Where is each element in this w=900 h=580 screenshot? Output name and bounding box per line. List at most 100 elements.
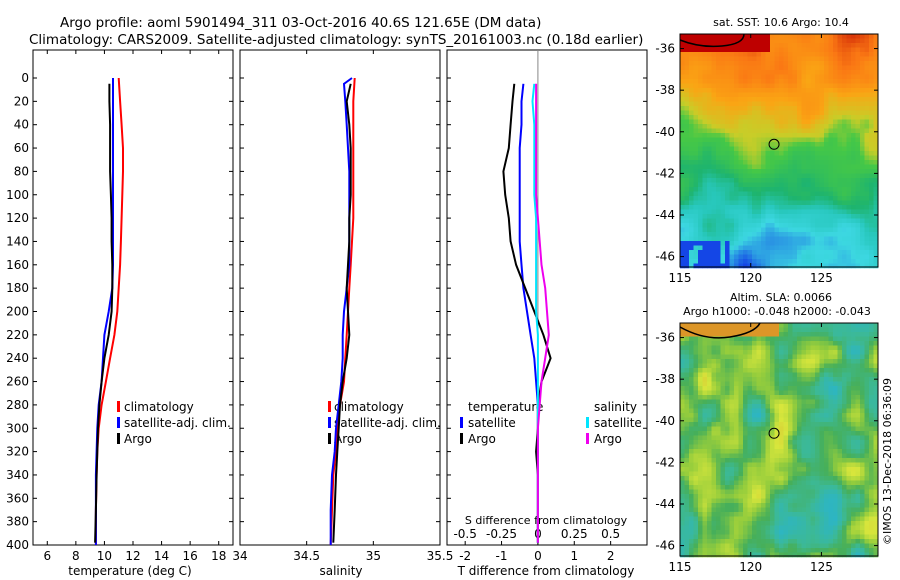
map-cell bbox=[689, 548, 694, 553]
map-cell bbox=[801, 390, 807, 396]
map-cell bbox=[788, 512, 793, 517]
map-cell bbox=[684, 350, 690, 355]
map-cell bbox=[734, 119, 739, 125]
map-cell bbox=[846, 413, 852, 418]
map-cell bbox=[756, 435, 762, 441]
map-cell bbox=[707, 494, 712, 499]
map-cell bbox=[873, 178, 879, 183]
map-cell bbox=[864, 101, 870, 107]
map-cell bbox=[711, 426, 717, 432]
lat-tick-label: -40 bbox=[655, 414, 675, 428]
map-cell bbox=[846, 498, 852, 504]
map-cell bbox=[864, 133, 870, 138]
map-cell bbox=[725, 494, 730, 499]
map-cell bbox=[797, 381, 802, 387]
map-cell bbox=[860, 323, 865, 328]
map-cell bbox=[774, 173, 780, 179]
map-cell bbox=[752, 97, 757, 102]
map-cell bbox=[797, 65, 802, 71]
map-cell bbox=[707, 543, 712, 549]
map-cell bbox=[824, 191, 829, 197]
map-cell bbox=[819, 426, 825, 432]
map-cell bbox=[810, 47, 816, 53]
map-cell bbox=[693, 476, 699, 481]
map-cell bbox=[833, 395, 838, 400]
map-cell bbox=[806, 38, 811, 44]
map-cell bbox=[797, 187, 802, 192]
map-cell bbox=[833, 336, 838, 342]
map-cell bbox=[851, 516, 856, 522]
map-cell bbox=[842, 155, 847, 161]
map-cell bbox=[725, 164, 730, 170]
map-cell bbox=[720, 92, 726, 98]
map-cell bbox=[684, 124, 690, 129]
map-cell bbox=[707, 70, 712, 75]
map-cell bbox=[869, 200, 874, 206]
map-cell bbox=[765, 332, 771, 337]
map-cell bbox=[828, 187, 834, 192]
legend-swatch-climatology bbox=[117, 401, 120, 412]
map-cell bbox=[783, 359, 789, 364]
map-cell bbox=[806, 241, 811, 246]
map-cell bbox=[792, 341, 798, 346]
map-cell bbox=[792, 435, 798, 441]
map-cell bbox=[846, 218, 852, 224]
map-cell bbox=[689, 512, 694, 517]
map-cell bbox=[819, 250, 825, 255]
map-cell bbox=[869, 47, 874, 53]
coastline bbox=[679, 322, 761, 339]
map-cell bbox=[684, 88, 690, 93]
map-cell bbox=[765, 245, 771, 251]
map-cell bbox=[698, 350, 703, 355]
map-cell bbox=[828, 512, 834, 517]
map-cell bbox=[810, 52, 816, 57]
map-cell bbox=[806, 164, 811, 170]
map-cell bbox=[765, 214, 771, 219]
map-cell bbox=[743, 422, 748, 427]
map-cell bbox=[819, 115, 825, 120]
map-cell bbox=[707, 512, 712, 517]
map-cell bbox=[765, 453, 771, 459]
map-cell bbox=[702, 137, 708, 143]
map-cell bbox=[788, 422, 793, 427]
salinity-plot-frame bbox=[239, 49, 441, 546]
map-cell bbox=[702, 354, 708, 360]
map-cell bbox=[774, 476, 780, 481]
map-cell bbox=[833, 142, 838, 147]
map-cell bbox=[770, 128, 775, 134]
map-cell bbox=[864, 241, 870, 246]
map-cell bbox=[720, 52, 726, 57]
map-cell bbox=[716, 151, 721, 156]
map-cell bbox=[846, 142, 852, 147]
map-cell bbox=[873, 449, 879, 454]
map-cell bbox=[869, 467, 874, 472]
legend-label-argo: Argo bbox=[334, 432, 362, 446]
map-cell bbox=[698, 155, 703, 161]
map-cell bbox=[693, 65, 699, 71]
map-cell bbox=[783, 79, 789, 84]
map-cell bbox=[752, 548, 757, 553]
map-cell bbox=[689, 467, 694, 472]
map-cell bbox=[725, 359, 730, 364]
map-cell bbox=[729, 395, 735, 400]
map-cell bbox=[684, 119, 690, 125]
map-cell bbox=[824, 345, 829, 351]
map-cell bbox=[738, 43, 744, 48]
map-cell bbox=[716, 422, 721, 427]
map-cell bbox=[747, 169, 753, 174]
map-cell bbox=[702, 521, 708, 526]
map-cell bbox=[797, 498, 802, 504]
map-cell bbox=[824, 363, 829, 369]
map-cell bbox=[869, 223, 874, 228]
map-cell bbox=[720, 422, 726, 427]
map-cell bbox=[680, 503, 685, 508]
map-cell bbox=[824, 34, 829, 39]
map-cell bbox=[779, 133, 784, 138]
map-cell bbox=[788, 521, 793, 526]
map-cell bbox=[761, 552, 766, 558]
map-cell bbox=[837, 245, 843, 251]
map-cell bbox=[788, 534, 793, 540]
map-cell bbox=[846, 480, 852, 486]
map-cell bbox=[689, 124, 694, 129]
map-cell bbox=[855, 137, 861, 143]
